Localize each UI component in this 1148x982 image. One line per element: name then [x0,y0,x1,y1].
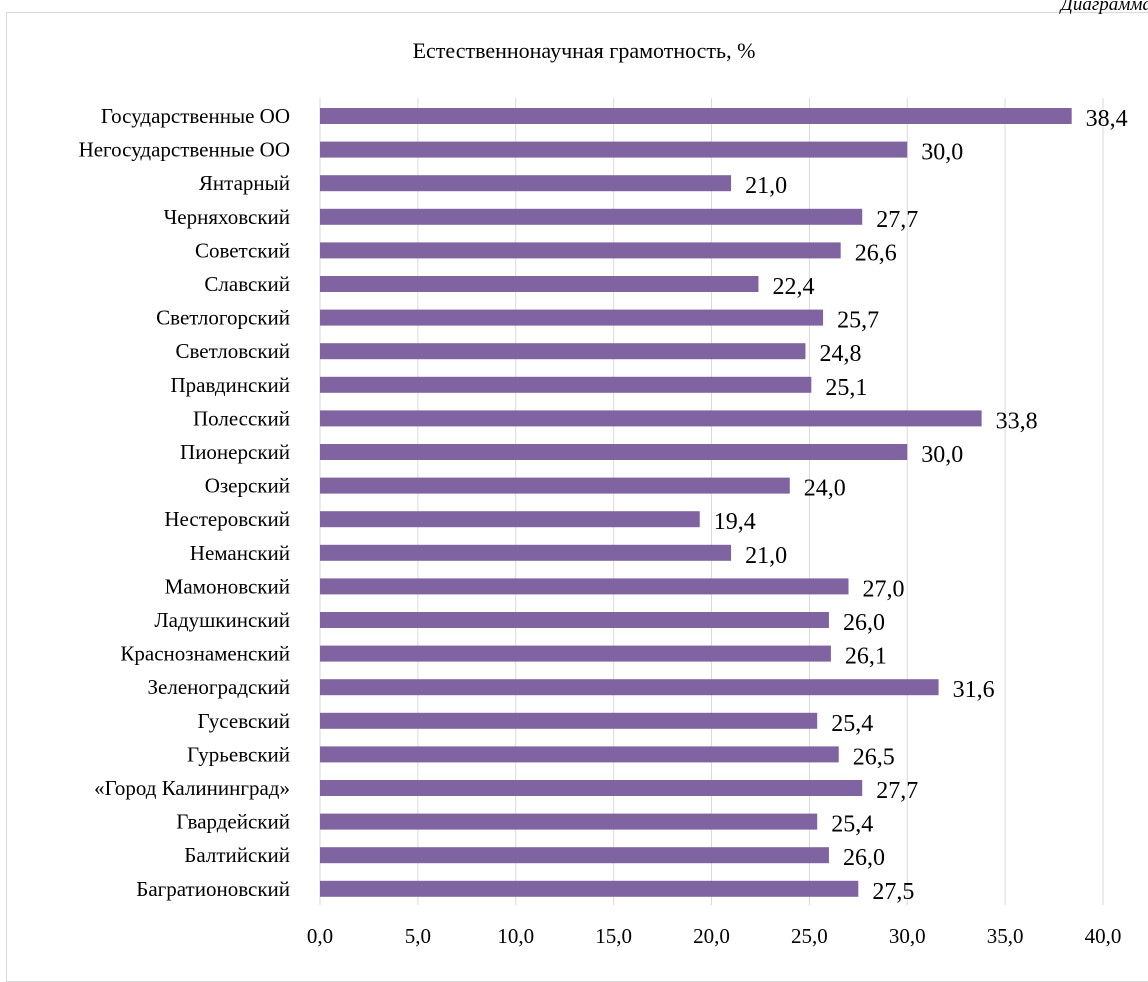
bar [320,578,849,595]
x-tick-label: 40,0 [1085,924,1122,948]
category-label: Советский [195,238,290,262]
data-label: 22,4 [772,274,814,300]
x-tick-label: 0,0 [307,924,333,948]
data-label: 27,0 [863,576,905,602]
category-label: Неманский [190,541,290,565]
bar [320,780,863,796]
x-tick-label: 25,0 [791,924,828,948]
category-label: Озерский [205,474,290,498]
x-tick-label: 15,0 [595,924,632,948]
category-label: Светлогорский [156,306,290,330]
bar [320,612,829,628]
chart-title: Естественнонаучная грамотность, % [413,38,756,63]
category-label: Гвардейский [176,810,290,834]
bar-chart: Естественнонаучная грамотность, % Госуда… [79,38,1128,948]
category-label: Черняховский [164,205,290,229]
bar [320,813,818,830]
value-labels: 38,4 30,0 21,0 27,7 26,6 22,4 25,7 24,8 25,1 33,8… [714,106,1128,905]
bar [320,108,1072,124]
x-tick-label: 10,0 [497,924,534,948]
data-label: 27,5 [872,879,914,905]
bar [320,141,908,158]
gridlines [319,98,1104,905]
data-label: 26,6 [855,240,897,266]
data-label: 21,0 [745,543,787,569]
category-label: Правдинский [170,373,290,397]
bar [320,444,908,460]
data-label: 26,1 [845,644,887,670]
x-tick-label: 5,0 [405,924,431,948]
bar [320,410,982,427]
bar [320,544,732,561]
category-label: Гусевский [197,709,290,733]
x-tick-label: 30,0 [889,924,926,948]
bar [320,511,700,528]
x-tick-label: 20,0 [693,924,730,948]
category-label: Багратионовский [136,877,290,901]
data-label: 24,0 [804,476,846,502]
bar [320,276,759,292]
category-label: Пионерский [180,440,290,464]
data-label: 38,4 [1086,106,1128,132]
data-label: 25,7 [837,308,879,334]
category-label: Ладушкинский [154,608,290,632]
bar [320,847,829,864]
bar [320,477,790,494]
category-label: Балтийский [184,843,290,867]
category-label: Зеленоградский [148,675,291,699]
category-label: Государственные ОО [101,104,290,128]
category-label: Негосударственные ОО [79,138,290,162]
bar [320,175,732,192]
bar [320,645,831,662]
data-label: 33,8 [996,408,1038,434]
bar [320,343,806,360]
x-axis-tick-labels: 0,0 5,0 10,0 15,0 20,0 25,0 30,0 35,0 40,0 [307,924,1122,948]
figure-caption: Диаграмма [1060,0,1148,15]
data-label: 26,5 [853,744,895,770]
category-label: Славский [204,272,290,296]
category-label: Янтарный [199,171,290,195]
data-label: 27,7 [876,778,918,804]
data-label: 25,1 [825,375,867,401]
data-label: 31,6 [953,677,995,703]
bars [320,108,1072,897]
bar [320,880,859,897]
data-label: 25,4 [831,711,873,737]
category-label: Гурьевский [187,742,290,766]
category-label: «Город Калининград» [94,776,290,800]
bar [320,746,839,763]
data-label: 30,0 [921,442,963,468]
bar [320,208,863,225]
bar [320,679,939,696]
category-label: Светловский [175,339,290,363]
category-label: Полесский [193,406,290,430]
data-label: 30,0 [921,140,963,166]
data-label: 26,0 [843,610,885,636]
category-label: Нестеровский [164,507,290,531]
bar [320,242,841,259]
data-label: 25,4 [831,812,873,838]
data-label: 27,7 [876,207,918,233]
data-label: 21,0 [745,173,787,199]
category-label: Мамоновский [165,574,290,598]
x-tick-label: 35,0 [987,924,1024,948]
category-label: Краснознаменский [120,642,290,666]
data-label: 24,8 [819,341,861,367]
category-labels: Государственные ОО Негосударственные ОО Ян… [79,104,290,901]
bar [320,309,824,326]
bar [320,712,818,729]
data-label: 19,4 [714,509,756,535]
data-label: 26,0 [843,845,885,871]
bar [320,376,812,393]
